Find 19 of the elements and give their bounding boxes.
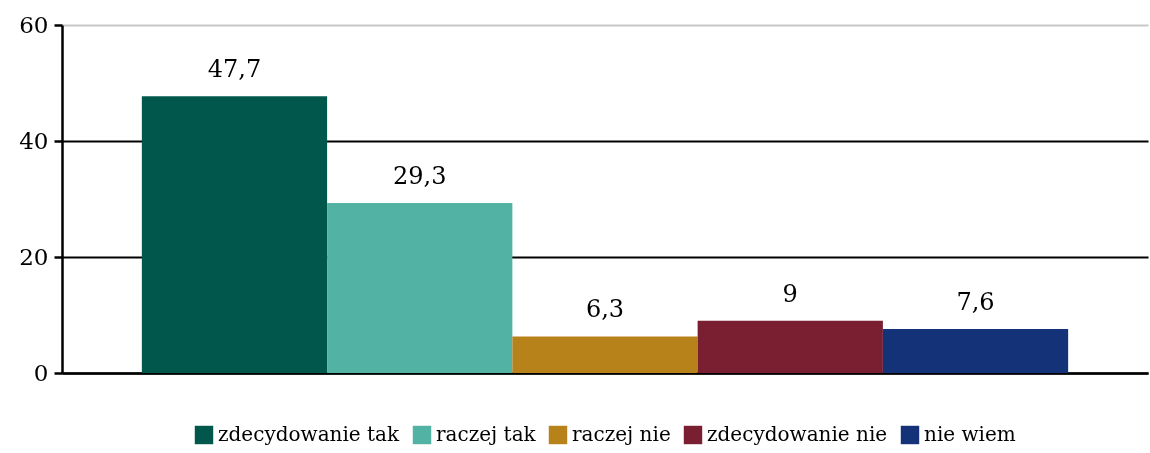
legend-label: nie wiem bbox=[924, 422, 1016, 446]
data-label: 9 bbox=[782, 279, 798, 308]
y-tick-label: 40 bbox=[19, 127, 49, 154]
data-label: 7,6 bbox=[956, 287, 995, 316]
bar bbox=[697, 320, 883, 373]
data-label: 29,3 bbox=[393, 162, 447, 191]
bar bbox=[141, 96, 328, 373]
data-label: 6,3 bbox=[585, 295, 625, 324]
bar bbox=[882, 328, 1069, 373]
bar bbox=[327, 203, 513, 373]
data-label: 47,7 bbox=[207, 55, 262, 84]
legend-label: raczej nie bbox=[572, 422, 671, 446]
legend-label: zdecydowanie nie bbox=[707, 422, 888, 446]
y-tick-label: 60 bbox=[19, 11, 49, 38]
legend-label: raczej tak bbox=[436, 422, 537, 446]
legend-label: zdecydowanie tak bbox=[218, 422, 400, 446]
y-tick-label: 20 bbox=[19, 243, 49, 270]
y-tick-label: 0 bbox=[33, 359, 49, 386]
bar bbox=[512, 336, 698, 373]
